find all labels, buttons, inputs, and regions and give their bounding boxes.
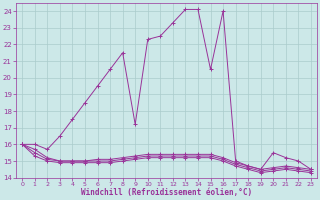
X-axis label: Windchill (Refroidissement éolien,°C): Windchill (Refroidissement éolien,°C) (81, 188, 252, 197)
